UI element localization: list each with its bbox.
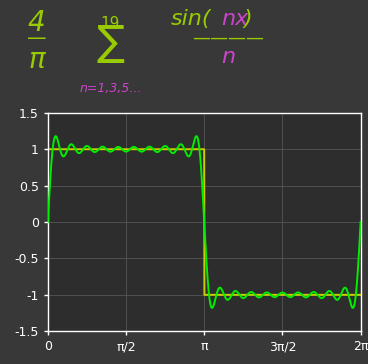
Text: ∑: ∑ — [96, 22, 124, 64]
Text: nx: nx — [221, 9, 248, 29]
Text: sin(: sin( — [171, 9, 212, 29]
Text: ————: ———— — [192, 29, 264, 47]
Text: ): ) — [243, 9, 251, 29]
Text: 19: 19 — [101, 16, 120, 31]
Text: —: — — [27, 29, 47, 48]
Text: 4: 4 — [28, 9, 46, 37]
Text: n: n — [221, 47, 235, 67]
Text: n=1,3,5...: n=1,3,5... — [79, 82, 142, 95]
Text: π: π — [28, 46, 45, 74]
